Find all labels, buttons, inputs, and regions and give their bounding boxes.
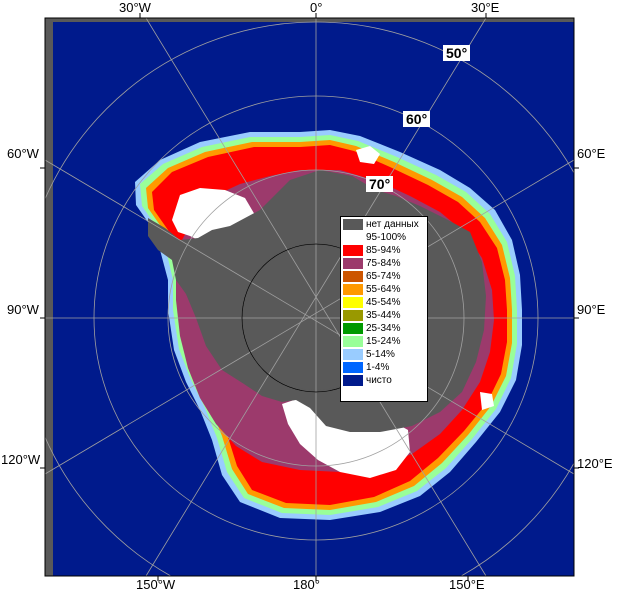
legend-item: 75-84%	[343, 257, 425, 270]
map-frame	[44, 17, 575, 577]
legend-swatch	[343, 336, 363, 347]
legend-swatch	[343, 362, 363, 373]
legend-label: чисто	[366, 374, 392, 386]
legend-label: 25-34%	[366, 322, 401, 334]
lon-label-150e: 150°E	[449, 577, 485, 592]
legend-item: 95-100%	[343, 231, 425, 244]
lon-label-30w-top: 30°W	[119, 0, 151, 15]
legend-item: 65-74%	[343, 270, 425, 283]
lon-label-180: 180°	[293, 577, 320, 592]
legend-item: 5-14%	[343, 348, 425, 361]
legend-label: 75-84%	[366, 257, 401, 269]
legend-label: 65-74%	[366, 270, 401, 282]
legend-label: 85-94%	[366, 244, 401, 256]
lon-label-120e: 120°E	[577, 456, 613, 471]
legend-swatch	[343, 310, 363, 321]
legend-label: 35-44%	[366, 309, 401, 321]
legend: нет данных 95-100% 85-94% 75-84% 65-74% 55-64…	[340, 216, 428, 402]
legend-item: чисто	[343, 374, 425, 387]
legend-swatch	[343, 349, 363, 360]
no-data-strip-top	[45, 18, 574, 22]
lon-label-90w: 90°W	[7, 302, 39, 317]
legend-item: нет данных	[343, 218, 425, 231]
lon-label-150w: 150°W	[136, 577, 176, 592]
legend-item: 35-44%	[343, 309, 425, 322]
frame-ticks	[40, 13, 579, 581]
lon-label-30e-top: 30°E	[471, 0, 500, 15]
lon-label-120w: 120°W	[1, 452, 41, 467]
legend-item: 45-54%	[343, 296, 425, 309]
lon-label-0-top: 0°	[310, 0, 323, 15]
lat-label-70: 70°	[366, 176, 394, 192]
legend-item: 25-34%	[343, 322, 425, 335]
no-data-strip-left	[45, 18, 53, 576]
legend-label: 5-14%	[366, 348, 395, 360]
lon-label-90e: 90°E	[577, 302, 606, 317]
legend-label: 15-24%	[366, 335, 401, 347]
legend-swatch	[343, 245, 363, 256]
lon-label-60w: 60°W	[7, 146, 39, 161]
lon-label-60e: 60°E	[577, 146, 606, 161]
legend-item: 55-64%	[343, 283, 425, 296]
legend-swatch	[343, 258, 363, 269]
legend-item: 1-4%	[343, 361, 425, 374]
legend-swatch	[343, 323, 363, 334]
legend-swatch	[343, 375, 363, 386]
legend-swatch	[343, 271, 363, 282]
legend-label: 45-54%	[366, 296, 401, 308]
legend-label: 55-64%	[366, 283, 401, 295]
legend-label: 1-4%	[366, 361, 390, 373]
lat-label-60: 60°	[403, 111, 431, 127]
ice-95-100-patch-4	[480, 392, 494, 410]
legend-item: 85-94%	[343, 244, 425, 257]
legend-swatch	[343, 297, 363, 308]
legend-swatch	[343, 232, 363, 243]
lat-label-50: 50°	[443, 45, 471, 61]
legend-label: 95-100%	[366, 231, 407, 243]
legend-item: 15-24%	[343, 335, 425, 348]
legend-swatch	[343, 219, 363, 230]
legend-label: нет данных	[366, 218, 419, 230]
ice-95-100-patch-3	[356, 146, 380, 164]
legend-swatch	[343, 284, 363, 295]
